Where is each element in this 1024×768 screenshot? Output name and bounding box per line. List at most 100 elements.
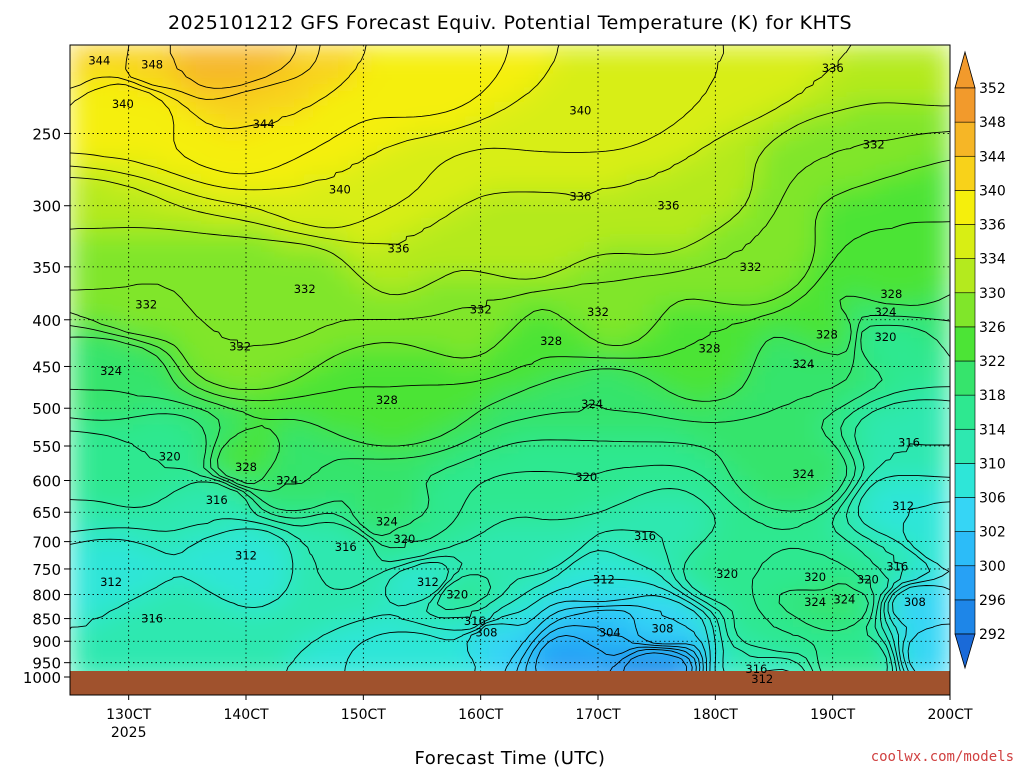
field-cell bbox=[919, 493, 937, 510]
field-cell bbox=[318, 131, 335, 148]
field-cell bbox=[890, 522, 907, 539]
field-cell bbox=[70, 160, 86, 177]
field-cell bbox=[259, 203, 277, 220]
field-cell bbox=[230, 160, 247, 177]
field-cell bbox=[303, 145, 321, 162]
field-cell bbox=[626, 653, 643, 670]
field-cell bbox=[553, 102, 570, 119]
field-cell bbox=[846, 203, 863, 220]
field-cell bbox=[699, 247, 717, 264]
field-cell bbox=[391, 145, 409, 162]
field-cell bbox=[714, 102, 731, 119]
field-cell bbox=[391, 131, 409, 148]
field-cell bbox=[347, 102, 365, 119]
field-cell bbox=[729, 203, 746, 220]
field-cell bbox=[113, 73, 130, 90]
field-cell bbox=[655, 45, 673, 61]
field-cell bbox=[303, 261, 321, 278]
field-cell bbox=[83, 435, 101, 452]
field-cell bbox=[773, 218, 790, 235]
field-cell bbox=[567, 566, 585, 583]
field-cell bbox=[523, 363, 541, 380]
field-cell bbox=[303, 116, 321, 133]
field-cell bbox=[567, 392, 585, 409]
field-cell bbox=[142, 464, 159, 481]
field-cell bbox=[435, 276, 453, 293]
field-cell bbox=[98, 45, 115, 61]
field-cell bbox=[289, 203, 306, 220]
field-cell bbox=[157, 290, 174, 307]
field-cell bbox=[157, 261, 174, 278]
field-cell bbox=[362, 203, 379, 220]
field-cell bbox=[157, 450, 174, 467]
field-cell bbox=[274, 290, 291, 307]
field-cell bbox=[861, 595, 878, 612]
field-cell bbox=[245, 145, 262, 162]
field-cell bbox=[113, 87, 130, 104]
field-cell bbox=[377, 363, 394, 380]
field-cell bbox=[699, 377, 717, 394]
field-cell bbox=[817, 334, 834, 351]
field-cell bbox=[758, 363, 775, 380]
field-cell bbox=[699, 551, 717, 568]
field-cell bbox=[831, 537, 849, 554]
field-cell bbox=[157, 435, 174, 452]
field-cell bbox=[875, 174, 893, 191]
field-cell bbox=[289, 174, 306, 191]
field-cell bbox=[670, 580, 687, 597]
field-cell bbox=[201, 290, 218, 307]
field-cell bbox=[875, 305, 893, 322]
contour-label: 336 bbox=[388, 241, 410, 255]
field-cell bbox=[479, 319, 497, 336]
field-cell bbox=[758, 189, 775, 206]
field-cell bbox=[230, 261, 247, 278]
field-cell bbox=[465, 450, 482, 467]
field-cell bbox=[611, 522, 629, 539]
field-cell bbox=[318, 305, 335, 322]
field-cell bbox=[157, 624, 174, 641]
field-cell bbox=[538, 464, 555, 481]
contour-label: 340 bbox=[329, 183, 351, 197]
field-cell bbox=[259, 334, 277, 351]
field-cell bbox=[245, 421, 262, 438]
field-cell bbox=[318, 363, 335, 380]
field-cell bbox=[641, 551, 658, 568]
field-cell bbox=[553, 537, 570, 554]
field-cell bbox=[729, 305, 746, 322]
field-cell bbox=[171, 116, 189, 133]
field-cell bbox=[259, 624, 277, 641]
field-cell bbox=[919, 406, 937, 423]
field-cell bbox=[861, 653, 878, 670]
field-cell bbox=[171, 58, 189, 75]
field-cell bbox=[186, 87, 203, 104]
field-cell bbox=[113, 537, 130, 554]
field-cell bbox=[289, 537, 306, 554]
field-cell bbox=[318, 189, 335, 206]
field-cell bbox=[333, 595, 350, 612]
field-cell bbox=[98, 609, 115, 626]
contour-labels: 344 3483403443403363323323323243323283283… bbox=[88, 54, 925, 686]
field-cell bbox=[831, 392, 849, 409]
field-cell bbox=[861, 392, 878, 409]
field-cell bbox=[538, 290, 555, 307]
field-cell bbox=[157, 319, 174, 336]
field-cell bbox=[861, 348, 878, 365]
contour-label: 316 bbox=[634, 529, 656, 543]
field-cell bbox=[142, 624, 159, 641]
field-cell bbox=[245, 377, 262, 394]
field-cell bbox=[699, 406, 717, 423]
field-cell bbox=[582, 377, 599, 394]
field-cell bbox=[318, 406, 335, 423]
field-cell bbox=[215, 276, 233, 293]
field-cell bbox=[655, 551, 673, 568]
x-tick-label: 190CT bbox=[810, 707, 855, 723]
field-cell bbox=[670, 45, 687, 61]
field-cell bbox=[729, 609, 746, 626]
field-cell bbox=[597, 551, 614, 568]
field-cell bbox=[655, 319, 673, 336]
field-cell bbox=[245, 348, 262, 365]
field-cell bbox=[670, 174, 687, 191]
field-cell bbox=[318, 247, 335, 264]
field-cell bbox=[685, 203, 702, 220]
field-cell bbox=[83, 87, 101, 104]
